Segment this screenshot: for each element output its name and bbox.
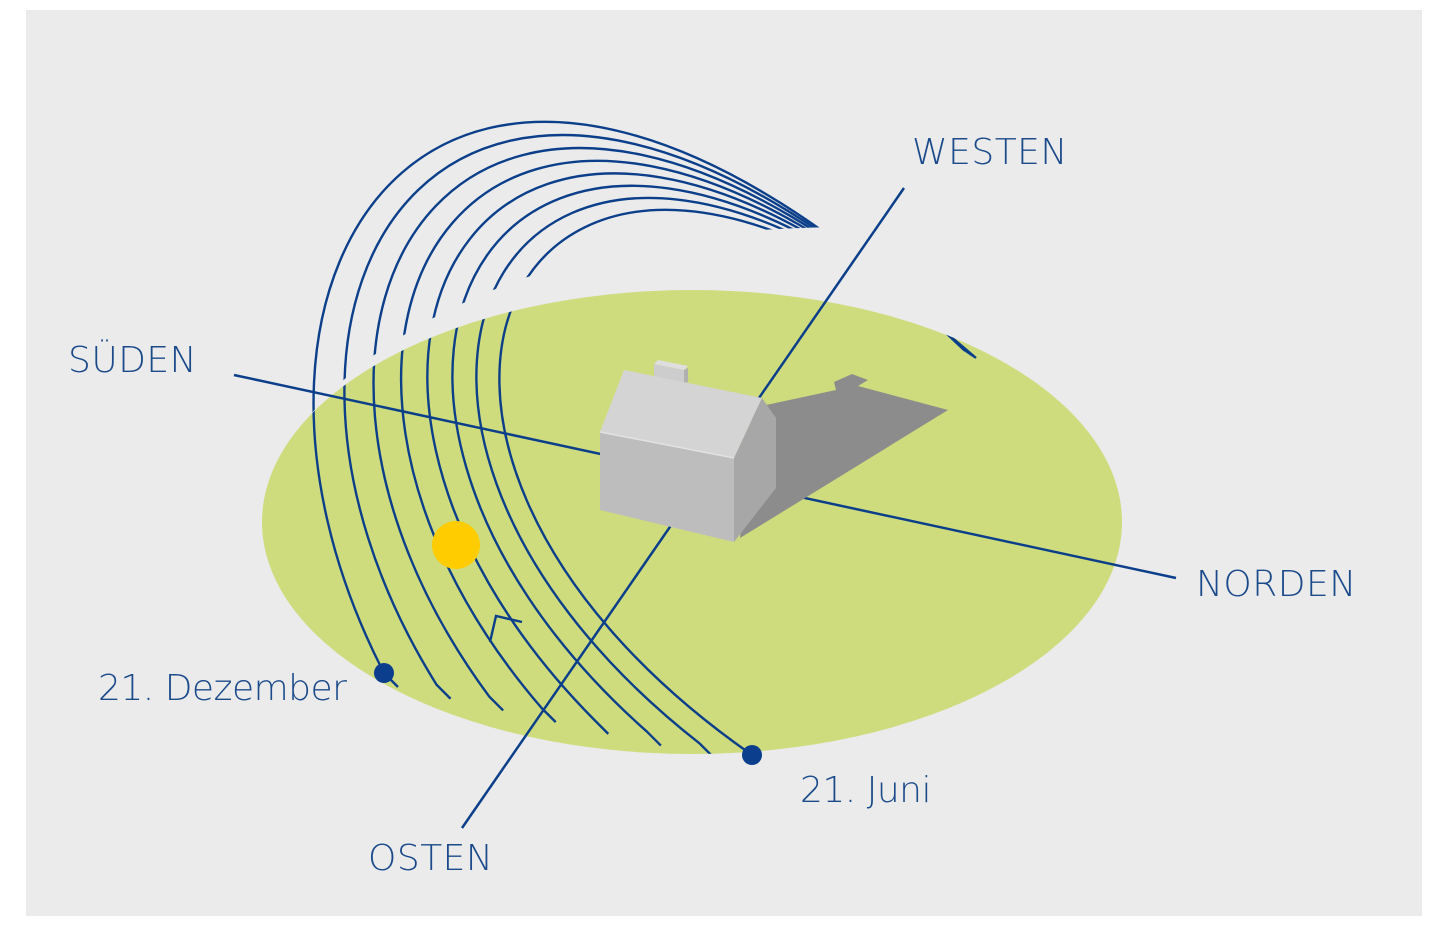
sun-path-ground-3 (372, 290, 969, 712)
sun-path-ground-2 (343, 290, 967, 700)
label-north: NORDEN (1196, 564, 1357, 605)
sun-path-diagram (26, 10, 1422, 916)
chimney-top (654, 360, 688, 370)
label-december: 21. Dezember (98, 668, 347, 709)
arrow-icon (488, 614, 523, 643)
label-june: 21. Juni (800, 770, 931, 811)
sun-path-sky-6 (451, 184, 974, 540)
sun-path-ground-7 (475, 290, 976, 754)
sun-path-sky-7 (475, 196, 976, 540)
sun-icon (432, 521, 480, 569)
diagram-panel (26, 10, 1422, 916)
house-gable-side (734, 398, 776, 542)
chimney-side (684, 368, 688, 384)
house-roof (600, 370, 762, 458)
roof-edge (599, 431, 735, 459)
sun-path-sky-4 (400, 159, 970, 540)
june-marker (742, 745, 762, 765)
sun-path-sky-5 (426, 172, 972, 540)
sun-path-ground-1 (312, 290, 965, 688)
december-marker (374, 663, 394, 683)
sun-path-ground-6 (451, 290, 974, 747)
house-front-wall (600, 432, 734, 542)
label-south: SÜDEN (68, 340, 198, 381)
sun-path-sky-3 (372, 146, 969, 540)
house (599, 360, 776, 542)
sun-path-ground-5 (426, 290, 972, 735)
label-east: OSTEN (368, 838, 494, 879)
label-west: WESTEN (912, 132, 1068, 173)
house-shadow (740, 374, 948, 538)
